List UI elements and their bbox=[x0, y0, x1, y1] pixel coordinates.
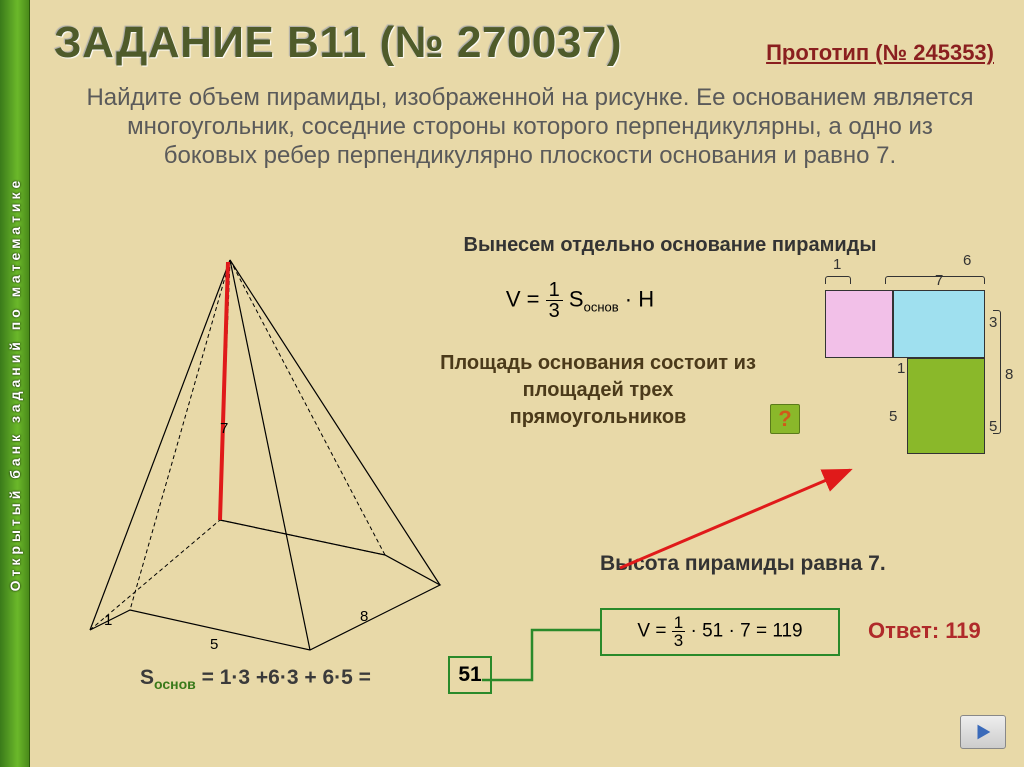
task-title: ЗАДАНИЕ В11 (№ 270037) bbox=[54, 18, 622, 68]
lbl-top-6: 6 bbox=[963, 252, 971, 269]
hint-separate-base: Вынесем отдельно основание пирамиды bbox=[440, 234, 900, 257]
vol-frac: 1 3 bbox=[672, 614, 685, 649]
edge-1 bbox=[90, 260, 230, 630]
s-sub: основ bbox=[154, 676, 196, 692]
lbl-right-5: 5 bbox=[989, 418, 997, 435]
s-expr: = 1·3 +6·3 + 6·5 = bbox=[196, 666, 371, 689]
next-button[interactable] bbox=[960, 715, 1006, 749]
problem-text: Найдите объем пирамиды, изображенной на … bbox=[80, 84, 980, 170]
base-outline-front bbox=[90, 520, 440, 650]
formula-lhs: V = bbox=[506, 286, 540, 311]
hint-icon[interactable]: ? bbox=[770, 404, 800, 434]
play-icon bbox=[972, 721, 994, 743]
edge-5 bbox=[230, 260, 385, 555]
base-label-5: 5 bbox=[210, 636, 218, 653]
height-statement: Высота пирамиды равна 7. bbox=[600, 552, 886, 576]
answer-text: Ответ: 119 bbox=[868, 618, 981, 644]
brace-1 bbox=[825, 276, 851, 284]
formula-tail: · H bbox=[625, 286, 654, 311]
lbl-inner-1: 1 bbox=[897, 360, 905, 377]
slide: ЗАДАНИЕ В11 (№ 270037) Прототип (№ 24535… bbox=[30, 0, 1024, 767]
lbl-right-8: 8 bbox=[1005, 366, 1013, 383]
lbl-inner-7: 7 bbox=[935, 272, 943, 289]
vol-den: 3 bbox=[672, 632, 685, 649]
lbl-right-3: 3 bbox=[989, 314, 997, 331]
s-label: S bbox=[140, 666, 154, 689]
edge-3 bbox=[230, 260, 310, 650]
pyramid-height-label: 7 bbox=[220, 420, 228, 437]
pyramid-figure: 1 5 8 bbox=[70, 240, 490, 660]
pyramid-svg bbox=[70, 240, 490, 660]
vol-num: 1 bbox=[672, 614, 685, 632]
s-result: 51 bbox=[448, 656, 492, 694]
s-base-calc: Sоснов = 1·3 +6·3 + 6·5 = bbox=[140, 666, 371, 692]
sidebar-title: Открытый банк заданий по математике bbox=[7, 176, 23, 591]
rect-pink bbox=[825, 290, 893, 358]
edge-2 bbox=[130, 260, 230, 610]
rect-cyan bbox=[893, 290, 985, 358]
vol-prefix: V = bbox=[637, 621, 666, 642]
frac-den: 3 bbox=[546, 301, 563, 321]
vol-mid: · 51 · 7 = 119 bbox=[690, 621, 802, 642]
lbl-top-1: 1 bbox=[833, 256, 841, 273]
edge-4 bbox=[230, 260, 440, 585]
volume-calc-box: V = 1 3 · 51 · 7 = 119 bbox=[600, 608, 840, 656]
prototype-link[interactable]: Прототип (№ 245353) bbox=[766, 40, 994, 66]
pyramid-height-line bbox=[220, 262, 228, 520]
formula-sub: основ bbox=[584, 300, 619, 315]
base-label-8: 8 bbox=[360, 608, 368, 625]
formula-fraction: 1 3 bbox=[546, 280, 563, 321]
base-diagram: 1 6 7 3 1 8 5 5 bbox=[825, 258, 1010, 478]
frac-num: 1 bbox=[546, 280, 563, 301]
base-label-1: 1 bbox=[104, 612, 112, 629]
lbl-left-5: 5 bbox=[889, 408, 897, 425]
rect-green bbox=[907, 358, 985, 454]
formula-s: S bbox=[569, 286, 584, 311]
sidebar: Открытый банк заданий по математике bbox=[0, 0, 30, 767]
